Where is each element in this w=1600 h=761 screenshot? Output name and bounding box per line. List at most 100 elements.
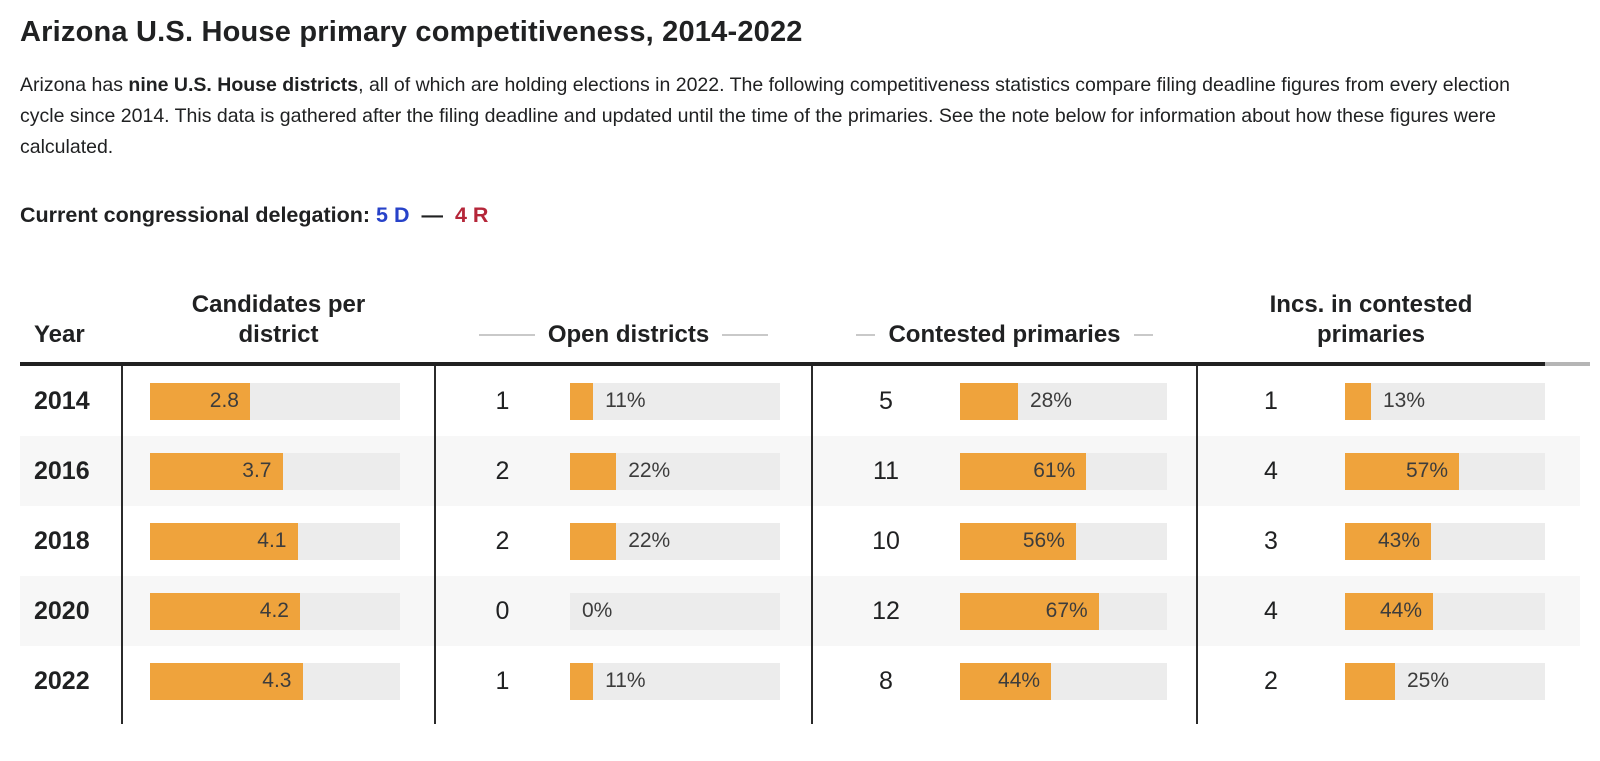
- header-contested-primaries: Contested primaries: [812, 320, 1197, 350]
- contested-primaries-cell: 11 61%: [812, 436, 1197, 506]
- delegation-label: Current congressional delegation:: [20, 203, 371, 227]
- incs-bar: 57%: [1345, 452, 1545, 490]
- bar-value-label: 67%: [1045, 599, 1088, 622]
- bar-value-label: 44%: [998, 669, 1041, 692]
- delegation-dash: —: [421, 203, 443, 227]
- header-incs-in-contested-primaries: Incs. in contested primaries: [1269, 291, 1473, 348]
- open-districts-cell: 1 11%: [435, 366, 812, 436]
- open-districts-cell: 2 22%: [435, 506, 812, 576]
- header-open-districts: Open districts: [435, 320, 812, 350]
- header-candidates-per-district: Candidates per district: [191, 291, 366, 348]
- bar-value-label: 61%: [1033, 459, 1076, 482]
- bar-fill: [1345, 452, 1459, 490]
- incs-count: 4: [1264, 596, 1278, 625]
- candidates-bar: 2.8: [150, 382, 400, 420]
- open-districts-cell: 2 22%: [435, 436, 812, 506]
- open-districts-bar: 22%: [570, 522, 780, 560]
- open-districts-count: 0: [495, 596, 510, 625]
- delegation-republicans: 4 R: [454, 203, 489, 227]
- bar-value-label: 43%: [1377, 529, 1420, 552]
- incs-in-contested-cell: 2 25%: [1197, 646, 1545, 716]
- bar-value-label: 0%: [582, 599, 613, 622]
- column-divider: [1196, 366, 1198, 724]
- contested-primaries-count: 5: [879, 386, 893, 415]
- candidates-per-district-cell: 4.1: [122, 522, 435, 560]
- incs-bar: 13%: [1345, 382, 1545, 420]
- bar-fill: [960, 592, 1099, 630]
- year-cell: 2022: [34, 666, 90, 695]
- table-row-2016: 2016 3.7 2 22% 11: [20, 436, 1580, 506]
- bar-value-label: 4.1: [257, 529, 287, 552]
- intro-text-pre: Arizona has: [20, 74, 129, 96]
- contested-primaries-bar: 56%: [960, 522, 1167, 560]
- contested-primaries-cell: 5 28%: [812, 366, 1197, 436]
- table-row-2018: 2018 4.1 2 22% 10: [20, 506, 1580, 576]
- candidates-per-district-cell: 2.8: [122, 382, 435, 420]
- bar-fill: [570, 662, 594, 700]
- contested-primaries-count: 12: [872, 596, 900, 625]
- header-dash-icon: [722, 334, 769, 336]
- contested-primaries-count: 10: [872, 526, 900, 555]
- bar-fill: [960, 522, 1076, 560]
- page: Arizona U.S. House primary competitivene…: [0, 16, 1600, 724]
- bar-fill: [570, 382, 594, 420]
- year-cell: 2020: [34, 596, 90, 625]
- candidates-per-district-cell: 4.2: [122, 592, 435, 630]
- candidates-bar: 3.7: [150, 452, 400, 490]
- table-row-2020: 2020 4.2 0 0% 12: [20, 576, 1580, 646]
- bar-fill: [150, 662, 303, 700]
- open-districts-count: 2: [495, 526, 510, 555]
- bar-value-label: 3.7: [242, 459, 272, 482]
- bar-value-label: 4.3: [262, 669, 292, 692]
- incs-count: 1: [1264, 386, 1278, 415]
- open-districts-cell: 1 11%: [435, 646, 812, 716]
- candidates-bar: 4.3: [150, 662, 400, 700]
- table-row-2014: 2014 2.8 1 11% 5: [20, 366, 1580, 436]
- open-districts-bar: 11%: [570, 662, 780, 700]
- bar-fill: [150, 382, 250, 420]
- open-districts-bar: 22%: [570, 452, 780, 490]
- contested-primaries-cell: 12 67%: [812, 576, 1197, 646]
- column-divider: [121, 366, 123, 724]
- intro-paragraph: Arizona has nine U.S. House districts, a…: [20, 70, 1548, 163]
- header-dash-icon: [1133, 334, 1153, 336]
- incs-bar: 43%: [1345, 522, 1545, 560]
- incs-count: 2: [1264, 666, 1278, 695]
- incs-in-contested-cell: 3 43%: [1197, 506, 1545, 576]
- column-divider: [434, 366, 436, 724]
- contested-primaries-cell: 8 44%: [812, 646, 1197, 716]
- bar-fill: [150, 452, 283, 490]
- bar-value-label: 11%: [605, 669, 646, 692]
- contested-primaries-bar: 61%: [960, 452, 1167, 490]
- column-divider: [811, 366, 813, 724]
- incs-count: 4: [1264, 456, 1278, 485]
- contested-primaries-bar: 28%: [960, 382, 1167, 420]
- header-year: Year: [34, 321, 85, 348]
- incs-count: 3: [1264, 526, 1278, 555]
- bar-fill: [960, 452, 1087, 490]
- intro-text-bold: nine U.S. House districts: [128, 74, 359, 96]
- bar-fill: [570, 452, 617, 490]
- bar-value-label: 22%: [628, 459, 671, 482]
- contested-primaries-cell: 10 56%: [812, 506, 1197, 576]
- bar-fill: [960, 382, 1018, 420]
- contested-primaries-bar: 67%: [960, 592, 1167, 630]
- incs-bar: 44%: [1345, 592, 1545, 630]
- bar-value-label: 28%: [1029, 389, 1072, 412]
- candidates-bar: 4.2: [150, 592, 400, 630]
- open-districts-count: 2: [495, 456, 510, 485]
- competitiveness-table: Year Candidates per district Open distri…: [20, 266, 1590, 724]
- contested-primaries-count: 11: [873, 456, 899, 485]
- bar-fill: [150, 522, 298, 560]
- year-cell: 2014: [34, 386, 90, 415]
- bar-value-label: 44%: [1379, 599, 1422, 622]
- bar-value-label: 4.2: [259, 599, 289, 622]
- open-districts-bar: 0%: [570, 592, 780, 630]
- delegation-democrats: 5 D: [376, 203, 410, 227]
- bar-fill: [1345, 522, 1431, 560]
- open-districts-cell: 0 0%: [435, 576, 812, 646]
- bar-fill: [960, 662, 1052, 700]
- bar-value-label: 11%: [605, 389, 646, 412]
- bar-value-label: 22%: [628, 529, 671, 552]
- incs-bar: 25%: [1345, 662, 1545, 700]
